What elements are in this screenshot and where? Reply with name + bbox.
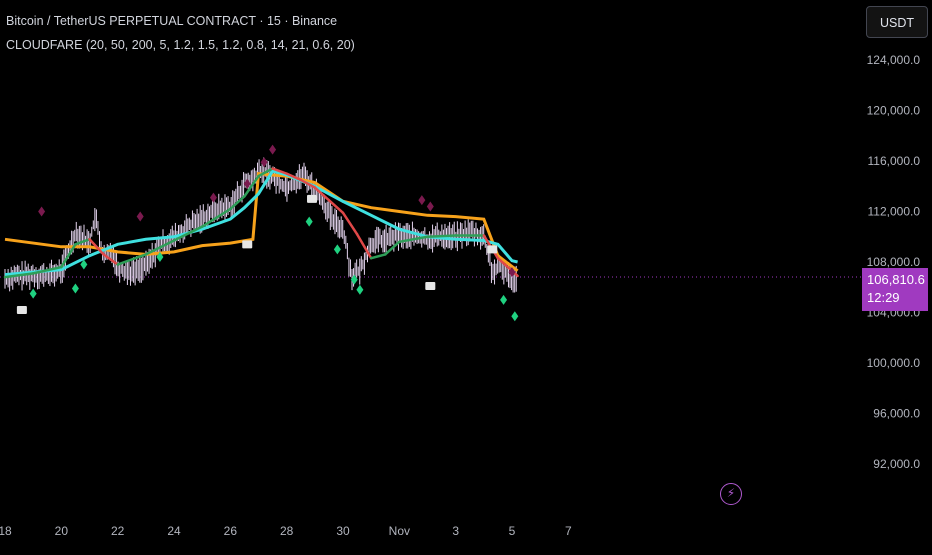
price-tick-label: 116,000.0 [868,154,921,168]
buy-signal-diamond [350,274,358,285]
sell-signal-diamond [426,201,434,212]
buy-signal-diamond [511,311,519,322]
sell-signal-diamond [136,211,144,222]
fast-ma-segment [74,238,91,246]
fast-ma-segment [384,240,401,256]
fast-ma-segment [116,253,148,266]
fast-ma-segment [144,239,176,256]
lightning-icon[interactable]: ⚡ [720,483,742,505]
fast-ma-segment [271,167,288,175]
time-tick-label: 18 [0,524,12,538]
orange-ma-line [4,171,519,272]
time-tick-label: 3 [452,524,459,538]
signal-box [307,194,318,203]
fast-ma-segment [313,186,331,202]
fast-ma-segment [299,178,317,189]
fast-ma-segment [327,198,345,215]
currency-button[interactable]: USDT [866,6,928,38]
fast-ma-segment [426,234,457,238]
fast-ma-segment [200,207,232,228]
last-price-value: 106,810.6 [867,272,925,287]
sell-signal-diamond [243,178,251,189]
sell-signal-diamond [209,192,217,203]
time-tick-label: 7 [565,524,572,538]
moving-averages-layer [3,167,519,279]
price-axis[interactable]: 124,000.0 120,000.0 116,000.0 112,000.0 108,… [867,53,921,471]
fast-ma-segment [88,238,105,256]
sell-signal-diamond [508,267,516,278]
candles-layer [4,157,517,293]
sell-signal-diamond [418,195,426,206]
price-tick-label: 112,000.0 [868,205,921,219]
time-tick-label: 28 [280,524,294,538]
price-tick-label: 108,000.0 [867,255,921,269]
time-tick-label: 24 [167,524,181,538]
signal-box [425,281,436,290]
indicator-legend[interactable]: CLOUDFARE (20, 50, 200, 5, 1.2, 1.5, 1.2… [6,38,355,52]
fast-ma-segment [398,235,429,244]
buy-signal-diamond [156,251,164,262]
fast-ma-segment [369,253,387,260]
symbol-title[interactable]: Bitcoin / TetherUS PERPETUAL CONTRACT · … [6,14,338,28]
time-tick-label: Nov [389,524,410,538]
time-tick-label: 26 [224,524,238,538]
fast-ma-segment [31,265,63,275]
time-tick-label: 30 [336,524,350,538]
signal-markers-layer [16,144,519,322]
fast-ma-segment [257,167,274,178]
buy-signal-diamond [305,216,313,227]
buy-signal-diamond [333,244,341,255]
fast-ma-segment [3,272,35,279]
fast-ma-segment [60,243,77,269]
sell-signal-diamond [260,157,268,168]
last-price-tag: 106,810.6 12:29 [862,268,928,311]
fast-ma-segment [243,174,260,198]
fast-ma-segment [341,211,359,236]
bar-countdown: 12:29 [867,290,900,305]
signal-box [487,245,498,254]
signal-box [242,240,253,249]
price-tick-label: 92,000.0 [873,457,920,471]
fast-ma-segment [102,253,119,266]
time-tick-label: 5 [509,524,516,538]
time-tick-label: 22 [111,524,125,538]
buy-signal-diamond [71,283,79,294]
signal-box [16,305,27,314]
fast-ma-segment [496,256,514,273]
fast-ma-segment [285,172,302,182]
price-tick-label: 120,000.0 [867,104,921,118]
price-tick-label: 124,000.0 [867,53,921,67]
sell-signal-diamond [38,206,46,217]
time-tick-label: 20 [55,524,69,538]
price-tick-label: 100,000.0 [867,356,921,370]
buy-signal-diamond [356,284,364,295]
fast-ma-segment [229,195,246,211]
fast-ma-segment [172,225,204,242]
cyan-ma-line [4,169,518,277]
time-axis[interactable]: 18 20 22 24 26 28 30 Nov 3 5 7 [0,524,572,538]
buy-signal-diamond [29,288,37,299]
fast-ma-segment [355,232,373,260]
sell-signal-diamond [269,144,277,155]
buy-signal-diamond [500,294,508,305]
buy-signal-diamond [80,259,88,270]
price-tick-label: 96,000.0 [873,407,920,421]
